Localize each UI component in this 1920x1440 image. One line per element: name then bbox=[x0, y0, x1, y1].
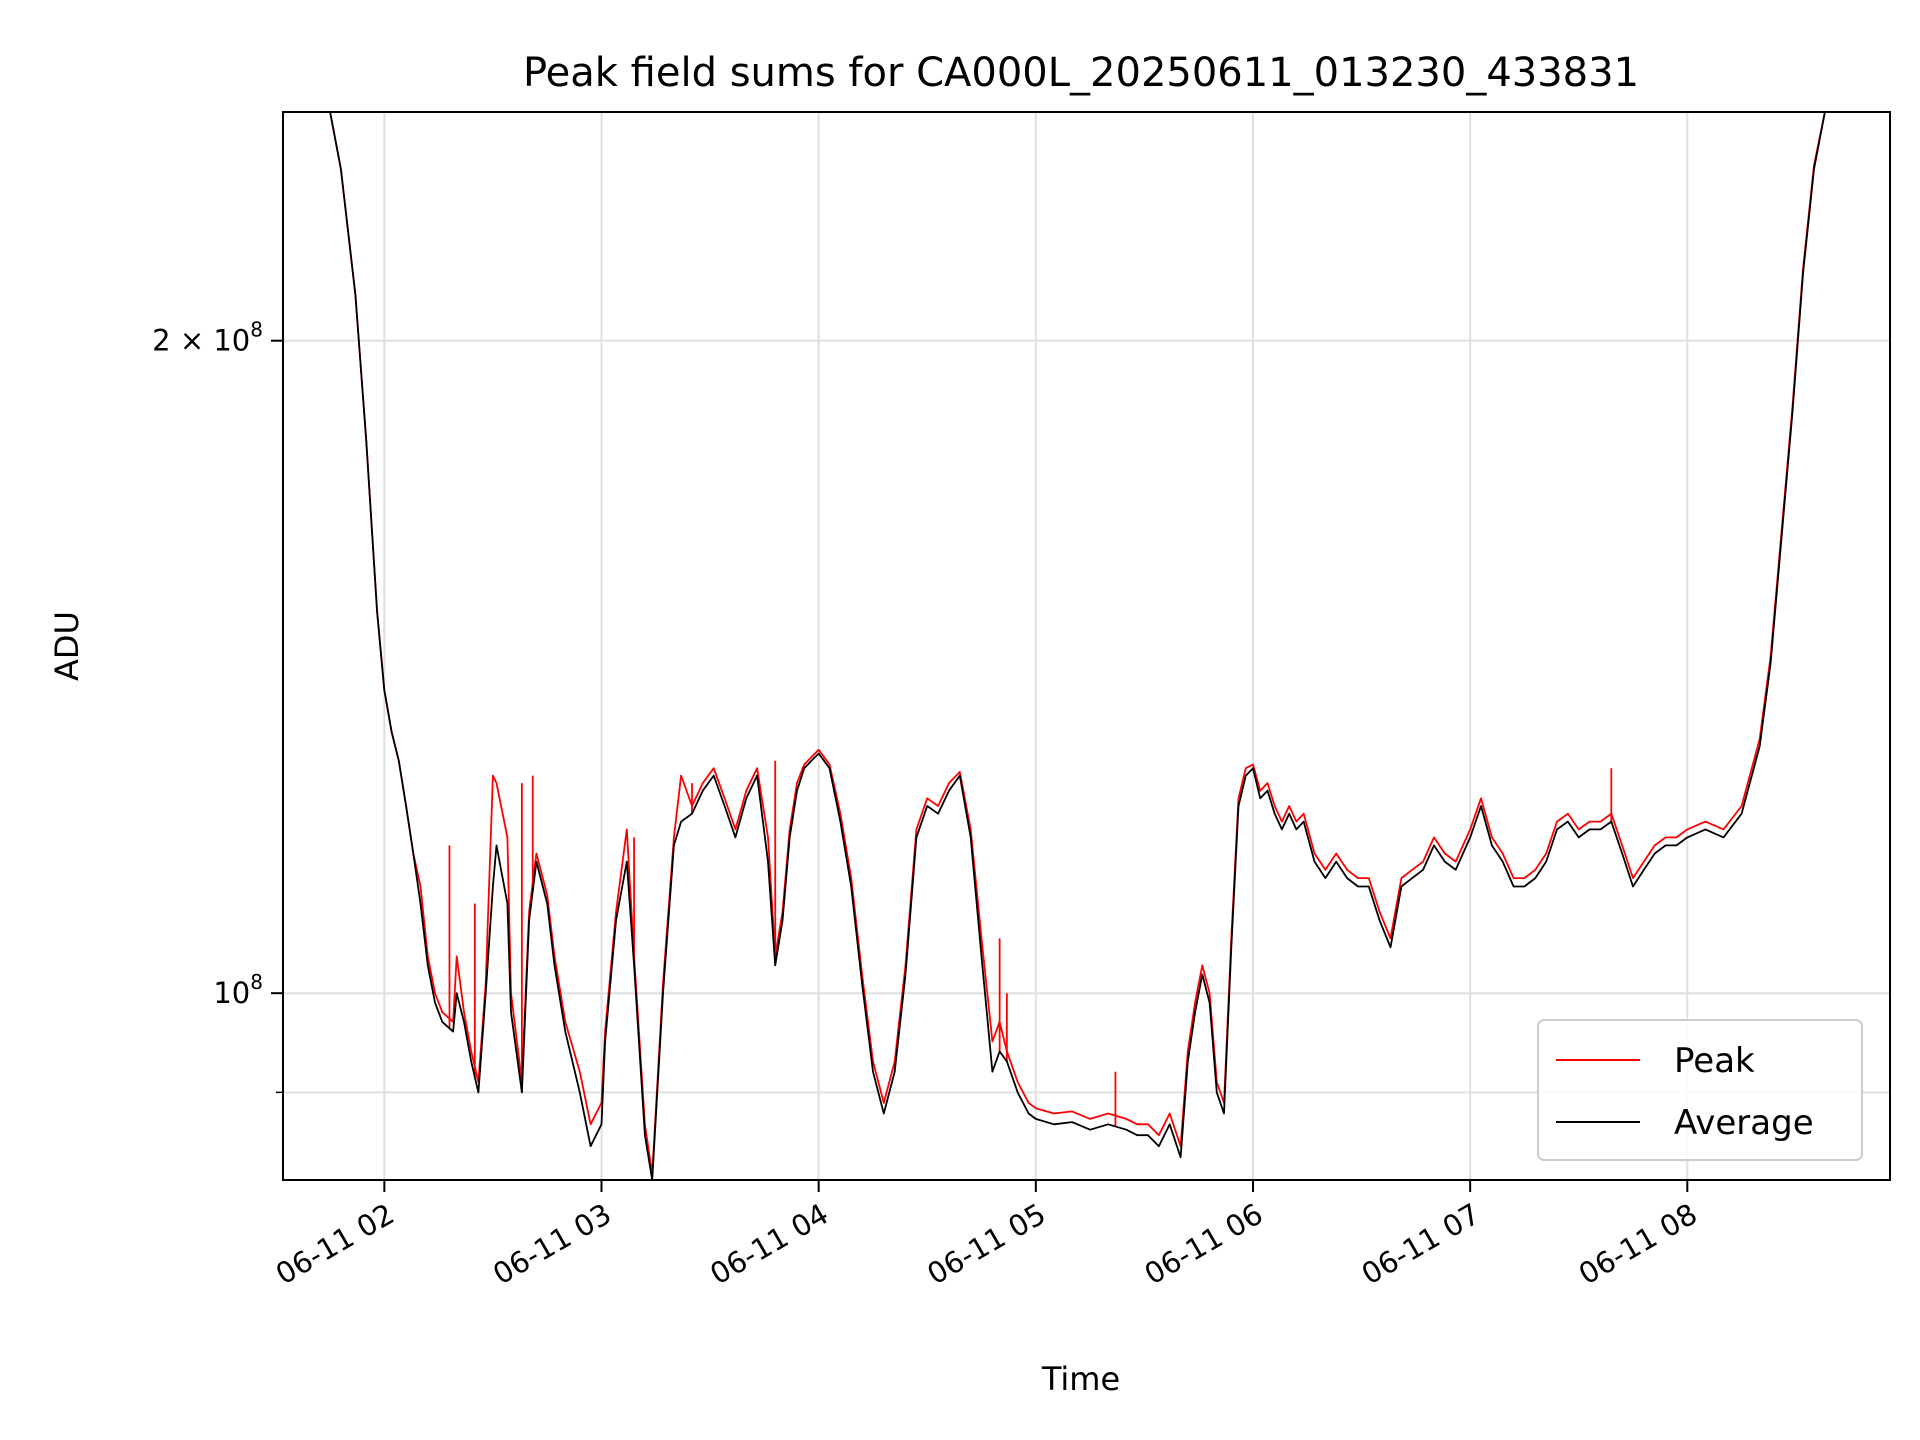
legend-label-average: Average bbox=[1674, 1103, 1814, 1143]
x-axis-label: Time bbox=[1041, 1360, 1120, 1398]
y-tick-label: 108 bbox=[213, 970, 263, 1010]
y-axis-label: ADU bbox=[48, 611, 86, 681]
legend-box bbox=[1537, 1019, 1863, 1161]
legend: Peak Average bbox=[1537, 1019, 1863, 1161]
legend-label-peak: Peak bbox=[1674, 1041, 1755, 1081]
y-tick-label: 2 × 108 bbox=[152, 318, 263, 358]
chart-title: Peak field sums for CA000L_20250611_0132… bbox=[523, 50, 1639, 96]
series-line-average bbox=[283, 112, 1826, 1180]
plot-area bbox=[283, 112, 1890, 1180]
series-layer bbox=[283, 112, 1826, 1180]
grid-layer bbox=[283, 112, 1890, 1180]
plot-frame bbox=[282, 111, 1891, 1181]
